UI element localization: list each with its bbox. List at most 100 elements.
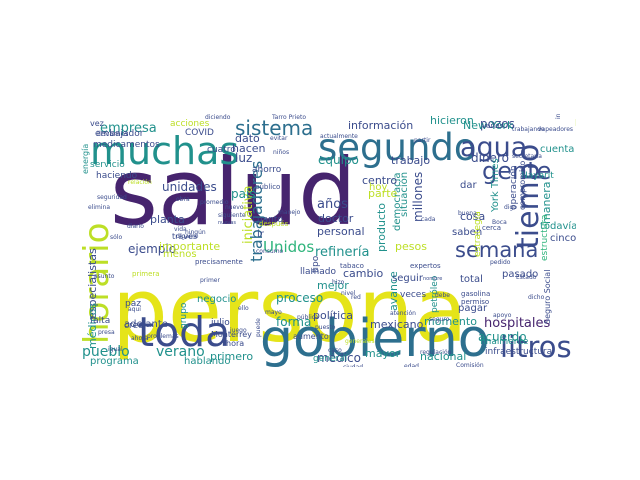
cloud-word: cuanto (252, 215, 283, 225)
cloud-word: igual (108, 346, 123, 353)
cloud-word: haciendo (96, 171, 138, 181)
cloud-word: apoyo (493, 312, 512, 319)
cloud-word: dígame (176, 233, 199, 240)
cloud-word: información (348, 119, 413, 132)
cloud-word: acciones (170, 119, 210, 129)
cloud-word: pasado (502, 269, 538, 280)
cloud-word: evitar (270, 135, 288, 142)
cloud-word: energía (81, 144, 90, 174)
cloud-word: tabaco (340, 262, 364, 270)
cloud-word: petróleo (429, 275, 440, 313)
cloud-word: equipo (318, 153, 359, 167)
cloud-word: obra (176, 196, 190, 203)
cloud-word: cinco (550, 233, 576, 244)
cloud-word: compromiso (518, 161, 527, 210)
cloud-word: COVID (185, 128, 214, 138)
cloud-word: vida (174, 226, 187, 233)
cloud-word: doctor (318, 212, 354, 225)
cloud-word: refinería (315, 245, 369, 260)
cloud-word: trabajadores (247, 161, 266, 262)
cloud-word: hicieron (430, 114, 474, 127)
cloud-word: gasolina (461, 290, 490, 298)
cloud-word: proceso (276, 291, 323, 305)
cloud-word: producto (375, 203, 388, 252)
cloud-word: forma (276, 315, 311, 329)
cloud-word: médico (317, 351, 361, 365)
cloud-word: verano (156, 344, 205, 360)
cloud-word: planta (150, 213, 185, 226)
cloud-word: vapeadores (538, 126, 573, 133)
cloud-word: centro (362, 174, 397, 187)
cloud-word: personal (317, 225, 365, 238)
cloud-word: Comisión (456, 362, 484, 367)
cloud-word: nombre (423, 276, 442, 282)
cloud-word: pozos (480, 117, 515, 131)
cloud-word: iniciativa (241, 185, 256, 244)
cloud-word: país (231, 187, 256, 201)
cloud-word: mejor (317, 279, 349, 292)
cloud-word: ejemplo (128, 242, 176, 256)
cloud-word: diario (127, 223, 144, 230)
cloud-word: cada (421, 216, 436, 223)
cloud-word: cuatro (207, 145, 236, 155)
cloud-word: democracia (392, 172, 403, 231)
cloud-word: acuerdo (478, 330, 527, 344)
cloud-word: ley (575, 119, 576, 129)
cloud-word: toda (138, 308, 230, 356)
cloud-word: expertos (410, 262, 441, 270)
cloud-word: finalmente (480, 337, 529, 347)
cloud-word: sólo (110, 234, 122, 241)
cloud-word: embajador (95, 129, 144, 139)
cloud-word: York Times (490, 158, 501, 213)
cloud-word: industria (555, 114, 562, 119)
cloud-word: general (313, 354, 347, 364)
cloud-word: momento (424, 315, 477, 328)
cloud-word: después (259, 220, 289, 228)
cloud-word: primer (200, 277, 220, 284)
cloud-word: avance (387, 271, 400, 311)
cloud-word: medicamentos (93, 140, 160, 150)
cloud-word: dinero (471, 151, 509, 165)
cloud-word: situación (398, 172, 410, 217)
cloud-word: servicio (90, 160, 125, 170)
cloud-word: julio (210, 318, 230, 328)
cloud-word: New York (463, 119, 514, 132)
cloud-word: seguro (429, 316, 450, 323)
cloud-word: elimina (88, 204, 110, 211)
cloud-word: presa (98, 329, 115, 336)
cloud-word: actualmente (320, 133, 358, 140)
cloud-word: parte (368, 187, 398, 200)
cloud-word: especialistas (86, 248, 99, 319)
cloud-word: importante (159, 240, 220, 253)
cloud-word: trabajo (391, 154, 430, 167)
cloud-word: cambio (343, 267, 384, 280)
cloud-word: política (313, 309, 353, 322)
cloud-word: unidades (162, 180, 217, 194)
cloud-word: estrategia (473, 211, 483, 257)
cloud-word: hospitales (484, 316, 551, 331)
cloud-word: mayo (265, 309, 282, 316)
cloud-word: llevamos (97, 130, 129, 138)
cloud-word: ningún (185, 229, 206, 236)
cloud-word: dicho (528, 294, 545, 301)
cloud-word: infraestructura (485, 347, 552, 357)
cloud-word: hablando (184, 356, 231, 367)
cloud-word: puede (255, 318, 262, 337)
cloud-word: promedio (200, 199, 229, 206)
cloud-word: siguiente (218, 212, 246, 219)
cloud-word: Estado (516, 274, 537, 281)
cloud-word: nacional (420, 350, 466, 363)
cloud-word: primero (210, 350, 253, 363)
cloud-word: sistema (235, 116, 313, 140)
cloud-word: nuevo (225, 204, 244, 211)
cloud-word: gobierno (260, 309, 490, 367)
cloud-word: generales (345, 338, 375, 345)
cloud-word: persona (112, 259, 468, 362)
cloud-word: semana (455, 238, 538, 262)
cloud-word: vez (90, 119, 104, 128)
cloud-word: red (351, 294, 361, 301)
cloud-word: negocio (197, 294, 236, 305)
cloud-word: cerca (482, 224, 501, 232)
cloud-word: hoy (369, 182, 387, 193)
cloud-word: diciendo (205, 114, 231, 121)
